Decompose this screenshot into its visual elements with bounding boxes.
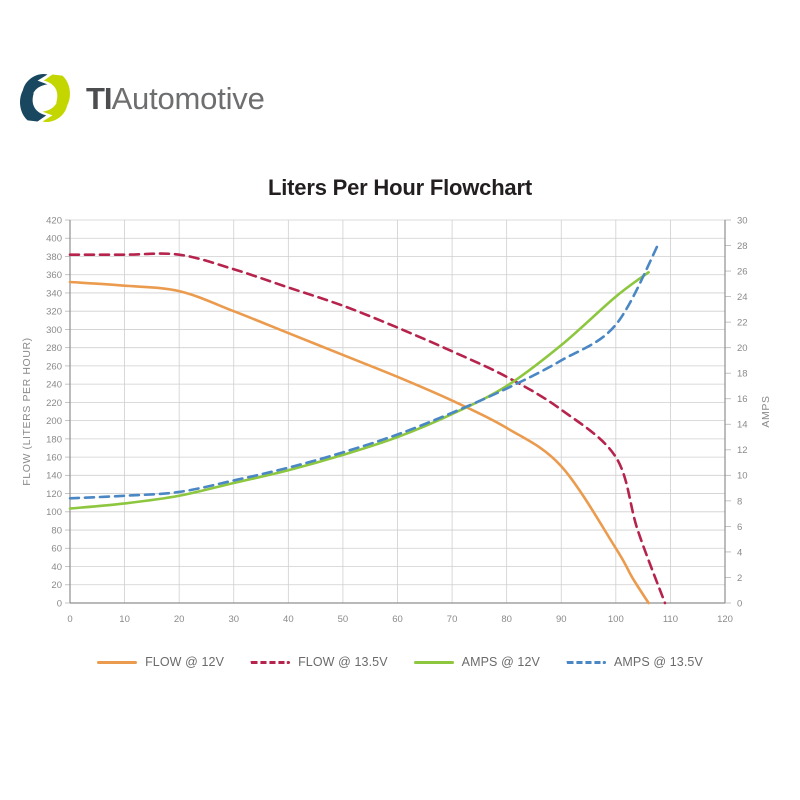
legend-swatch-amps-12v [413,660,454,664]
svg-text:70: 70 [447,614,458,625]
legend-item-flow-135v[interactable]: FLOW @ 13.5V [250,655,388,669]
chart-card: Liters Per Hour Flowchart 0 20 40 60 80 100 12… [0,150,800,710]
legend-item-flow-12v[interactable]: FLOW @ 12V [97,655,224,669]
svg-text:360: 360 [46,270,62,281]
svg-text:320: 320 [46,307,62,318]
legend-swatch-flow-12v [97,660,138,664]
flow-amps-line-chart: 0204060801001201401601802002202402602803… [21,215,772,625]
legend-label-amps-12v: AMPS @ 12V [461,655,540,669]
chart-legend: FLOW @ 12V FLOW @ 13.5V AMPS @ 12V AMPS … [0,655,800,669]
svg-text:20: 20 [737,343,748,354]
svg-text:120: 120 [717,614,733,625]
svg-text:60: 60 [392,614,403,625]
svg-text:0: 0 [737,598,742,609]
svg-text:140: 140 [46,471,62,482]
brand-logo: TIAutomotive [14,60,314,136]
svg-text:40: 40 [51,562,62,573]
gridlines [69,219,726,604]
legend-item-amps-135v[interactable]: AMPS @ 13.5V [565,655,703,669]
svg-text:2: 2 [737,573,742,584]
svg-text:420: 420 [46,215,62,226]
svg-text:10: 10 [737,471,748,482]
svg-text:0: 0 [57,598,62,609]
series-line-amps-12v [68,271,650,510]
svg-text:22: 22 [737,318,748,329]
svg-text:20: 20 [174,614,185,625]
series-line-amps-13-5v [68,240,661,500]
svg-text:80: 80 [51,525,62,536]
svg-text:260: 260 [46,361,62,372]
svg-text:100: 100 [46,507,62,518]
series-line-flow-12v [68,280,650,605]
svg-text:40: 40 [283,614,294,625]
svg-text:160: 160 [46,452,62,463]
svg-text:14: 14 [737,420,748,431]
series-line-flow-13-5v [68,252,667,605]
svg-text:340: 340 [46,288,62,299]
svg-text:24: 24 [737,292,748,303]
svg-text:200: 200 [46,416,62,427]
svg-text:FLOW (LITERS PER HOUR): FLOW (LITERS PER HOUR) [21,337,33,486]
svg-text:300: 300 [46,325,62,336]
legend-label-flow-135v: FLOW @ 13.5V [298,655,388,669]
svg-text:400: 400 [46,234,62,245]
legend-item-amps-12v[interactable]: AMPS @ 12V [413,655,540,669]
legend-swatch-amps-135v [565,660,606,664]
svg-text:280: 280 [46,343,62,354]
svg-text:380: 380 [46,252,62,263]
plot-area: 0 20 40 60 80 100 120 140 160 180 200 220 240 260 280 3… [0,208,800,628]
svg-text:4: 4 [737,547,742,558]
svg-text:8: 8 [737,496,742,507]
svg-text:80: 80 [501,614,512,625]
svg-text:240: 240 [46,380,62,391]
svg-text:60: 60 [51,544,62,555]
svg-text:220: 220 [46,398,62,409]
axis-titles: PRESSURE (PSI)FLOW (LITERS PER HOUR)AMPS [21,337,772,486]
svg-text:16: 16 [737,394,748,405]
brand-name-bold: TI [86,80,113,116]
svg-text:12: 12 [737,445,748,456]
svg-text:30: 30 [737,215,748,226]
brand-wordmark: TIAutomotive [86,83,265,114]
legend-label-amps-135v: AMPS @ 13.5V [613,655,703,669]
svg-text:18: 18 [737,369,748,380]
svg-text:30: 30 [228,614,239,625]
brand-name-light: Automotive [111,80,265,116]
svg-text:10: 10 [119,614,130,625]
legend-label-flow-12v: FLOW @ 12V [145,655,225,669]
svg-text:6: 6 [737,522,742,533]
svg-text:180: 180 [46,434,62,445]
data-series [68,240,667,605]
tick-labels: 0204060801001201401601802002202402602803… [46,215,747,625]
svg-text:AMPS: AMPS [760,395,772,427]
svg-text:0: 0 [67,614,72,625]
svg-text:50: 50 [338,614,349,625]
svg-text:90: 90 [556,614,567,625]
svg-text:26: 26 [737,266,748,277]
legend-swatch-flow-135v [250,660,291,664]
svg-text:28: 28 [737,241,748,252]
svg-text:100: 100 [608,614,624,625]
axis-lines [65,219,731,604]
ti-automotive-swirl-logo-icon [20,74,70,122]
chart-title: Liters Per Hour Flowchart [268,175,532,200]
svg-text:110: 110 [663,614,678,625]
svg-text:120: 120 [46,489,62,500]
svg-text:20: 20 [51,580,62,591]
